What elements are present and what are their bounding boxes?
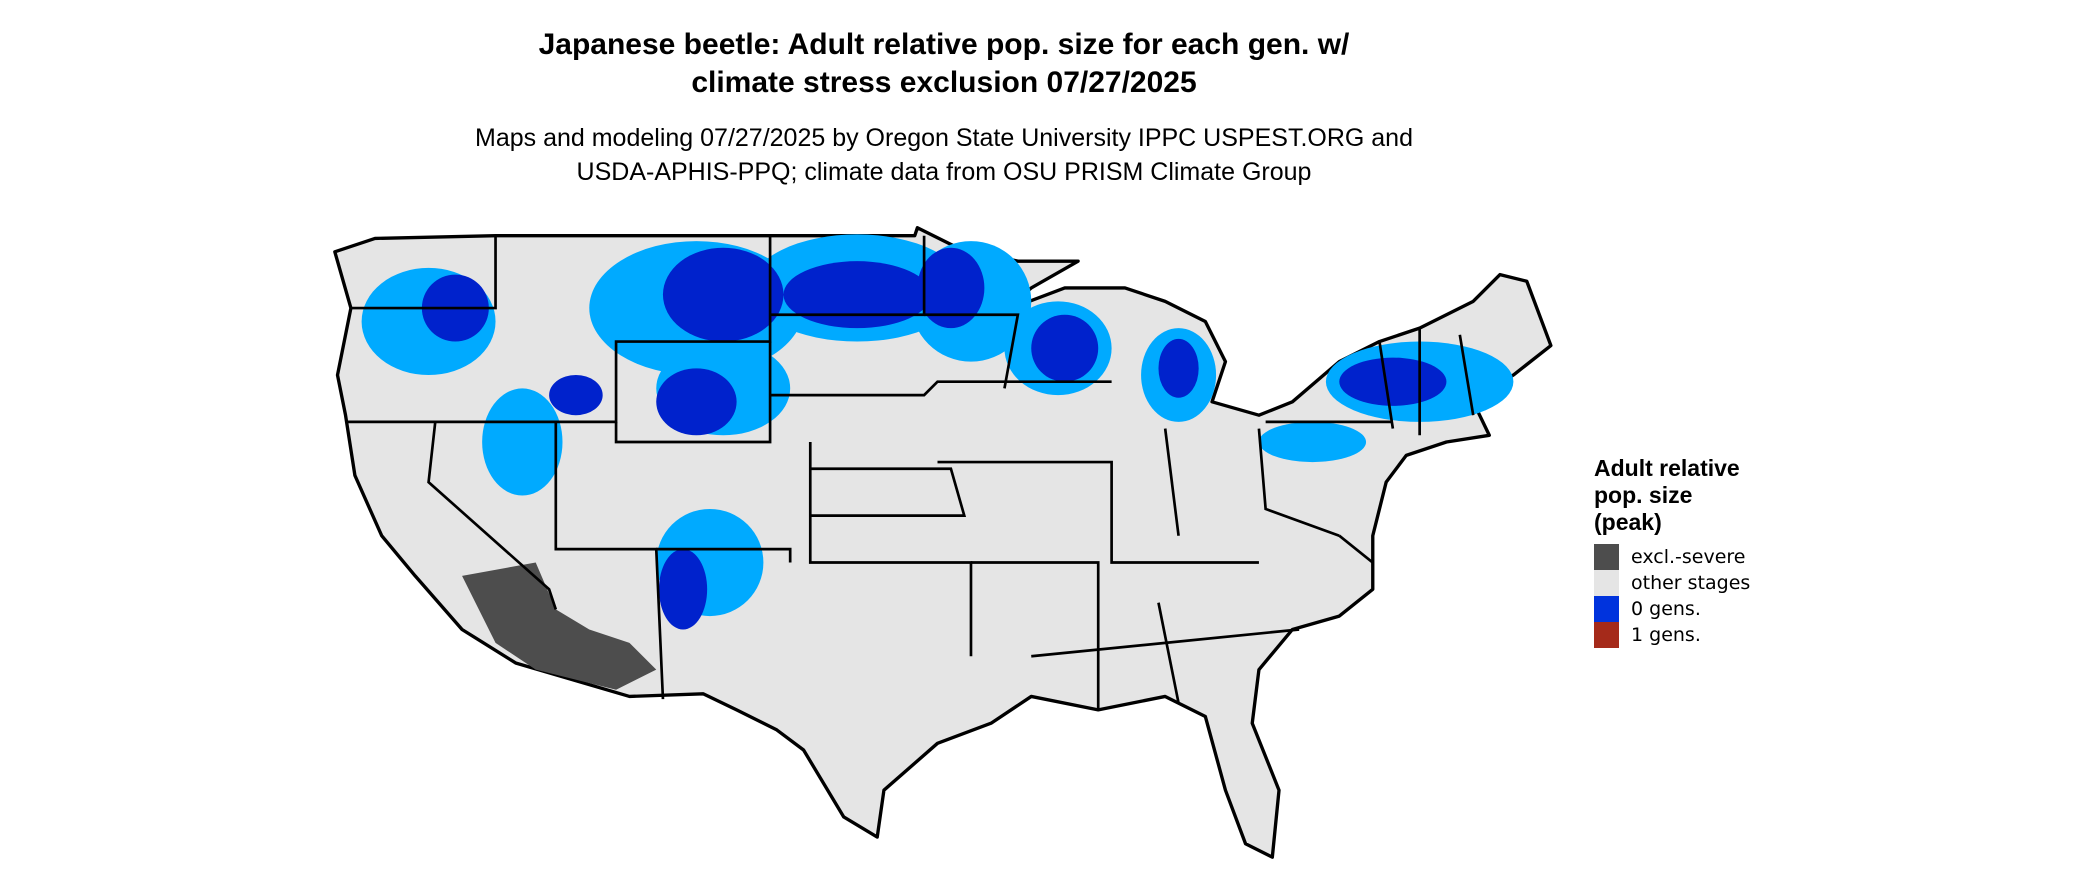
legend-swatch <box>1594 622 1619 648</box>
legend-swatch <box>1594 596 1619 622</box>
excl-severe-area <box>462 562 657 690</box>
legend-label: 1 gens. <box>1631 624 1701 646</box>
legend-item: 0 gens. <box>1594 596 1794 622</box>
legend-title-line-3: (peak) <box>1594 509 1662 535</box>
chart-title-line-1: Japanese beetle: Adult relative pop. siz… <box>538 28 1350 61</box>
legend-label: other stages <box>1631 572 1751 594</box>
chart-subtitle-line-2: USDA-APHIS-PPQ; climate data from OSU PR… <box>576 158 1312 186</box>
legend-item: 1 gens. <box>1594 622 1794 648</box>
legend-title-line-1: Adult relative <box>1594 455 1740 481</box>
legend-swatch <box>1594 570 1619 596</box>
legend-item: other stages <box>1594 570 1794 596</box>
legend-label: excl.-severe <box>1631 546 1746 568</box>
legend: Adult relative pop. size (peak) excl.-se… <box>1594 455 1794 648</box>
state-borders <box>345 235 1475 710</box>
chart-title-line-2: climate stress exclusion 07/27/2025 <box>691 66 1197 99</box>
legend-label: 0 gens. <box>1631 598 1701 620</box>
legend-swatch <box>1594 544 1619 570</box>
chart-subtitle-line-1: Maps and modeling 07/27/2025 by Oregon S… <box>475 124 1413 152</box>
legend-item: excl.-severe <box>1594 544 1794 570</box>
conus-land <box>333 226 1553 859</box>
legend-title-line-2: pop. size <box>1594 482 1693 508</box>
